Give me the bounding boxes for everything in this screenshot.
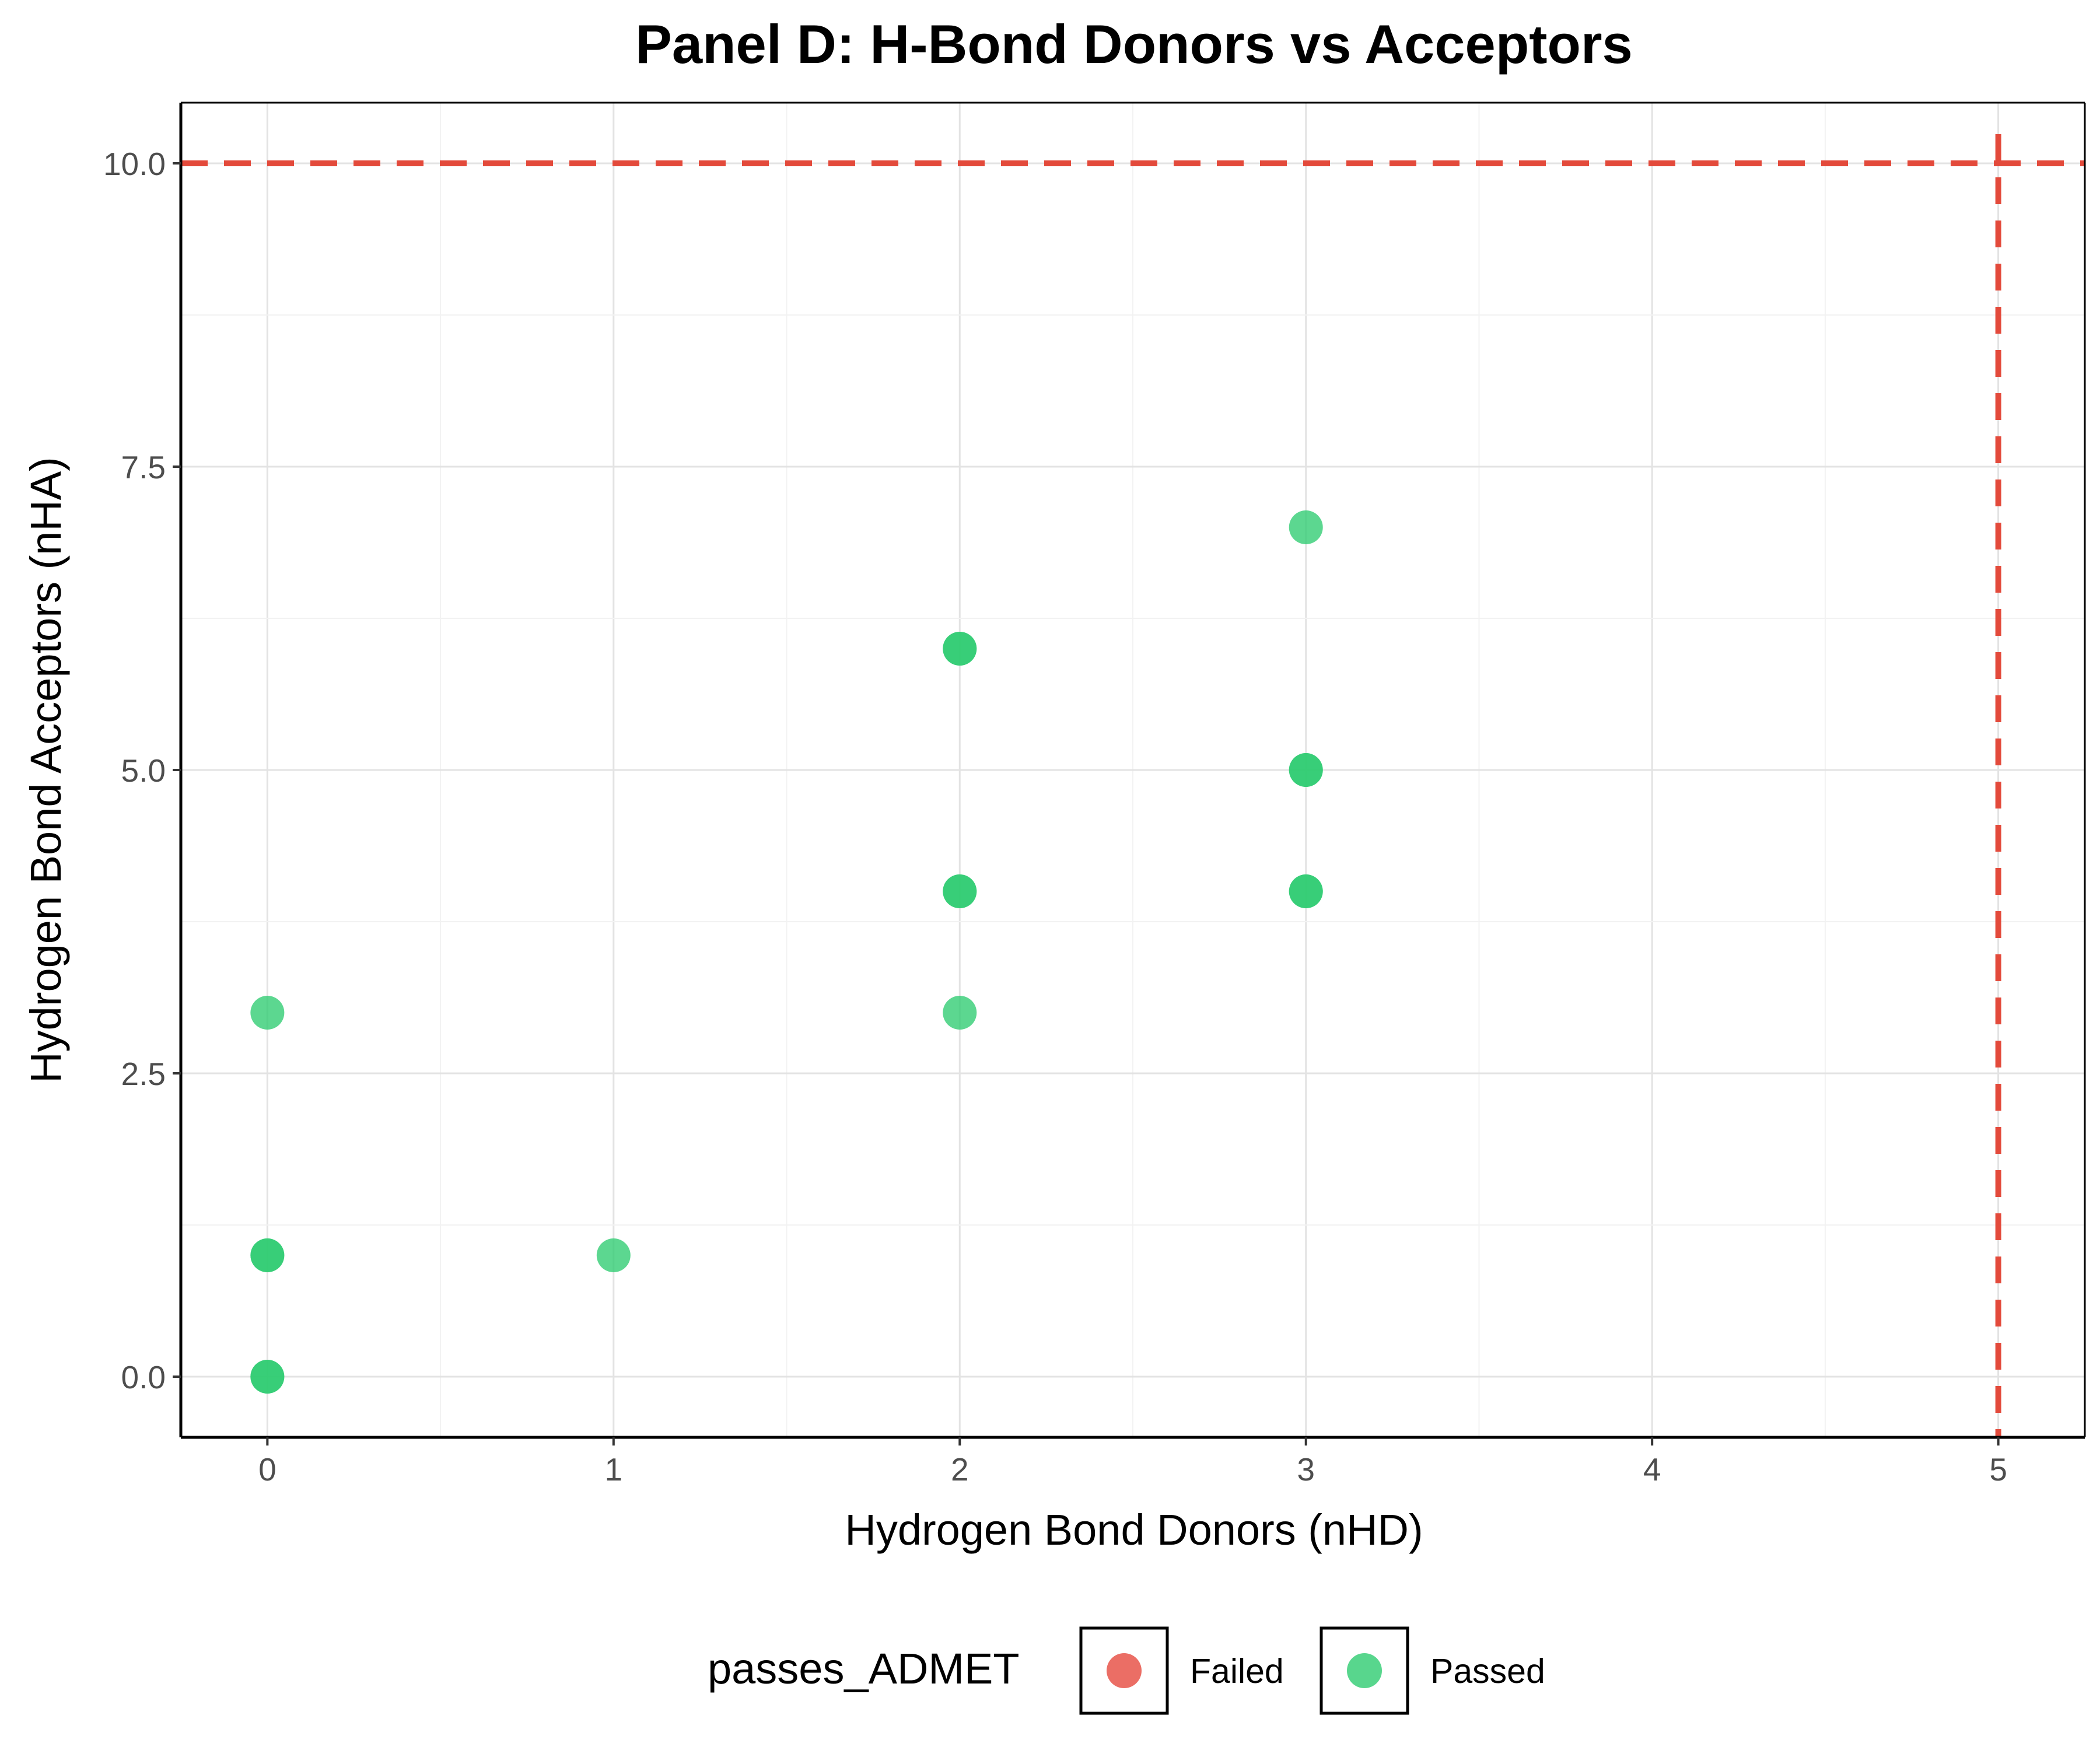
chart-title: Panel D: H-Bond Donors vs Acceptors bbox=[635, 13, 1633, 75]
y-tick-label: 0.0 bbox=[121, 1359, 166, 1395]
y-tick-label: 10.0 bbox=[103, 146, 166, 182]
data-point bbox=[250, 1238, 285, 1272]
data-point bbox=[943, 874, 977, 908]
x-axis-title: Hydrogen Bond Donors (nHD) bbox=[845, 1506, 1423, 1554]
data-point bbox=[596, 1238, 631, 1272]
y-tick-label: 2.5 bbox=[121, 1056, 166, 1092]
x-tick-label: 4 bbox=[1643, 1451, 1661, 1488]
x-tick-label: 2 bbox=[951, 1451, 969, 1488]
y-axis-ticks: 0.0 2.5 5.0 7.5 10.0 bbox=[103, 146, 181, 1395]
data-point bbox=[943, 996, 977, 1030]
x-tick-label: 3 bbox=[1297, 1451, 1315, 1488]
legend-key-failed-dot bbox=[1107, 1653, 1142, 1688]
y-tick-label: 7.5 bbox=[121, 449, 166, 485]
x-tick-label: 1 bbox=[605, 1451, 623, 1488]
x-tick-label: 5 bbox=[1989, 1451, 2007, 1488]
legend-label-passed: Passed bbox=[1430, 1652, 1545, 1690]
data-point bbox=[1289, 874, 1323, 908]
data-point bbox=[943, 632, 977, 666]
data-point bbox=[1289, 510, 1323, 544]
y-tick-label: 5.0 bbox=[121, 752, 166, 789]
legend-label-failed: Failed bbox=[1190, 1652, 1284, 1690]
legend-key-passed-dot bbox=[1347, 1653, 1382, 1688]
data-point bbox=[250, 1360, 285, 1394]
x-axis-ticks: 0 1 2 3 4 5 bbox=[258, 1437, 2007, 1488]
x-tick-label: 0 bbox=[258, 1451, 276, 1488]
y-axis-title: Hydrogen Bond Acceptors (nHA) bbox=[22, 457, 70, 1083]
data-point bbox=[1289, 753, 1323, 787]
reference-lines bbox=[181, 134, 2085, 1437]
data-point bbox=[250, 996, 285, 1030]
legend-title: passes_ADMET bbox=[708, 1644, 1020, 1693]
legend: passes_ADMET Failed Passed bbox=[708, 1626, 1545, 1715]
data-points bbox=[250, 510, 1323, 1394]
